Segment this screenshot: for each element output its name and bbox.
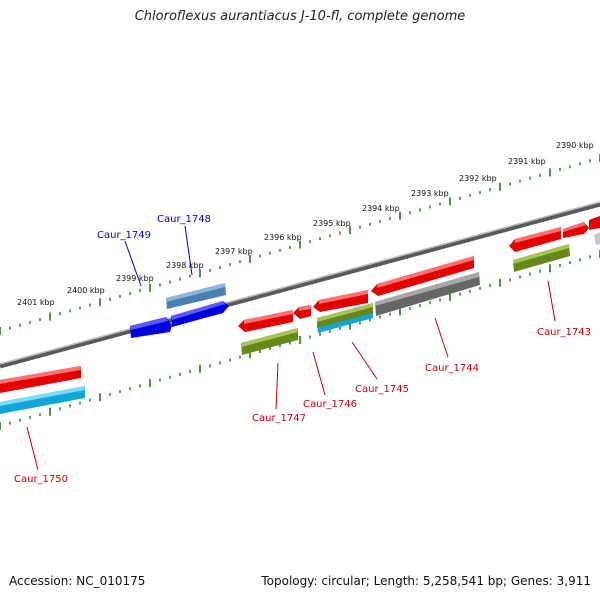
cds-caur-1748[interactable] (166, 283, 226, 309)
cds-caur-1748-lower[interactable] (171, 301, 229, 327)
gene-arrow-caur-1747[interactable] (238, 310, 293, 332)
kbp-label-2395: 2395 kbp (313, 219, 351, 228)
gene-arrow-offscreen-gray[interactable] (594, 232, 600, 245)
gene-arrow-caur-1744[interactable] (371, 256, 474, 296)
gene-label-caur-1748[interactable]: Caur_1748 (157, 214, 211, 225)
cds-caur-1749[interactable] (130, 317, 172, 338)
genome-backbone-highlight (0, 201, 600, 365)
cds-caur-1745[interactable] (317, 303, 373, 333)
kbp-label-2393: 2393 kbp (411, 189, 449, 198)
gene-label-caur-1744[interactable]: Caur_1744 (425, 363, 479, 374)
cds-caur-1750[interactable] (0, 386, 85, 414)
gene-arrow-caur-1745[interactable] (313, 290, 368, 312)
kbp-label-2400: 2400 kbp (67, 286, 105, 295)
kbp-scale-labels: 2390 kbp 2391 kbp 2392 kbp 2393 kbp 2394… (17, 141, 594, 307)
cds-caur-1743[interactable] (513, 244, 570, 272)
gene-label-caur-1750[interactable]: Caur_1750 (14, 474, 68, 485)
gene-arrow-caur-1750[interactable] (0, 366, 81, 393)
gene-label-caur-1743[interactable]: Caur_1743 (537, 327, 591, 338)
gene-arrow-caur-1746[interactable] (293, 305, 311, 319)
gene-label-caur-1747[interactable]: Caur_1747 (252, 413, 306, 424)
gene-label-caur-1745[interactable]: Caur_1745 (355, 384, 409, 395)
gene-arrow-caur-1743[interactable] (509, 227, 561, 252)
kbp-label-2394: 2394 kbp (362, 204, 400, 213)
gene-label-leader-lines (26, 225, 556, 471)
kbp-label-2391: 2391 kbp (508, 157, 546, 166)
kbp-tick-track-lower (0, 250, 600, 430)
cds-caur-1747[interactable] (241, 328, 298, 355)
kbp-label-2399: 2399 kbp (116, 274, 154, 283)
gene-label-caur-1746[interactable]: Caur_1746 (303, 399, 357, 410)
cds-features (0, 244, 570, 414)
kbp-label-2390: 2390 kbp (556, 141, 594, 150)
cds-caur-1744[interactable] (375, 272, 480, 316)
kbp-label-2392: 2392 kbp (459, 174, 497, 183)
kbp-label-2397: 2397 kbp (215, 247, 253, 256)
kbp-label-2398: 2398 kbp (166, 261, 204, 270)
kbp-label-2396: 2396 kbp (264, 233, 302, 242)
genome-stats-text: Topology: circular; Length: 5,258,541 bp… (261, 574, 591, 588)
map-title: Chloroflexus aurantiacus J-10-fl, comple… (134, 9, 466, 24)
forward-strand-genes (0, 216, 600, 393)
gene-arrow-small-right-1[interactable] (563, 222, 589, 238)
kbp-label-2401: 2401 kbp (17, 298, 55, 307)
accession-text: Accession: NC_010175 (9, 574, 146, 588)
gene-label-caur-1749[interactable]: Caur_1749 (97, 230, 151, 241)
gene-labels: Caur_1743 Caur_1744 Caur_1745 Caur_1746 … (14, 214, 591, 485)
genome-backbone (0, 201, 600, 369)
gene-arrow-small-right-2[interactable] (589, 216, 600, 230)
kbp-tick-track-upper (0, 154, 600, 335)
